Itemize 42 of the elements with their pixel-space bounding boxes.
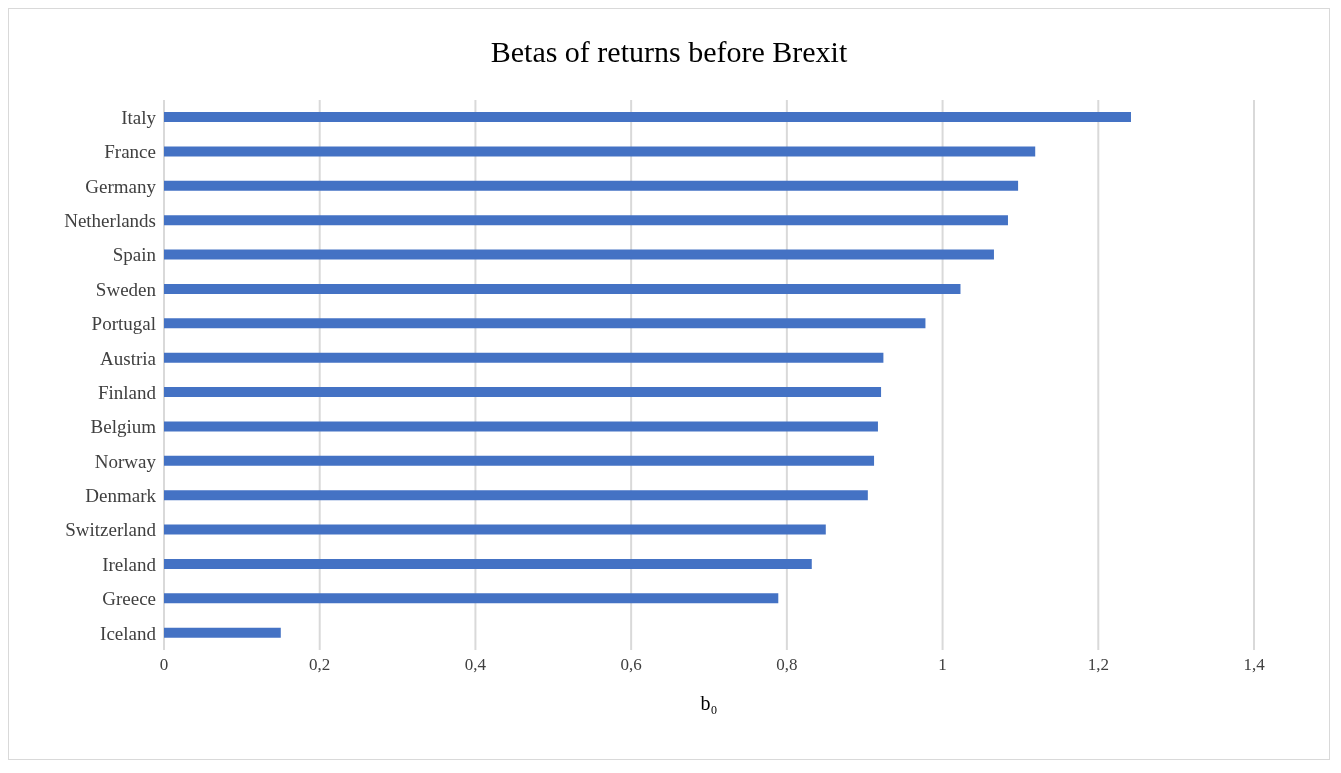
y-tick-label: Finland: [97, 381, 157, 403]
x-tick-label: 0,2: [309, 655, 331, 675]
x-tick-label: 0: [159, 655, 169, 675]
y-tick-label: Greece: [102, 588, 156, 610]
y-tick-label: Denmark: [85, 485, 157, 507]
bar: [164, 112, 1131, 123]
y-tick-label: Switzerland: [65, 519, 157, 541]
bar: [164, 283, 961, 294]
bar: [164, 318, 926, 329]
bar: [164, 249, 994, 260]
y-tick-label: France: [104, 141, 156, 163]
bar: [164, 490, 868, 501]
x-tick-label: 0,8: [776, 655, 798, 675]
x-axis-title: b₀: [700, 692, 718, 714]
bar: [164, 146, 1036, 157]
y-tick-label: Netherlands: [64, 210, 156, 232]
bar: [164, 180, 1019, 191]
bar: [164, 627, 281, 638]
bar: [164, 524, 826, 535]
bar: [164, 593, 779, 604]
y-tick-label: Portugal: [91, 313, 156, 335]
y-tick-label: Sweden: [95, 278, 157, 300]
y-tick-label: Spain: [112, 244, 157, 266]
y-tick-label: Belgium: [90, 416, 157, 438]
y-tick-label: Austria: [100, 347, 157, 369]
bar: [164, 387, 882, 398]
chart-title: Betas of returns before Brexit: [489, 34, 849, 70]
y-tick-label: Germany: [85, 175, 157, 197]
y-tick-label: Norway: [94, 450, 157, 472]
y-tick-label: Italy: [121, 106, 157, 128]
x-tick-label: 1: [938, 655, 947, 675]
bar: [164, 455, 875, 466]
bar: [164, 215, 1008, 226]
bar: [164, 352, 884, 363]
y-tick-label: Ireland: [102, 553, 157, 575]
x-tick-label: 1,4: [1243, 655, 1266, 675]
bar: [164, 421, 878, 432]
x-tick-label: 0,4: [464, 655, 487, 675]
x-tick-label: 1,2: [1087, 655, 1109, 675]
y-tick-label: Iceland: [100, 622, 157, 644]
bar: [164, 558, 812, 569]
x-tick-label: 0,6: [620, 655, 642, 675]
